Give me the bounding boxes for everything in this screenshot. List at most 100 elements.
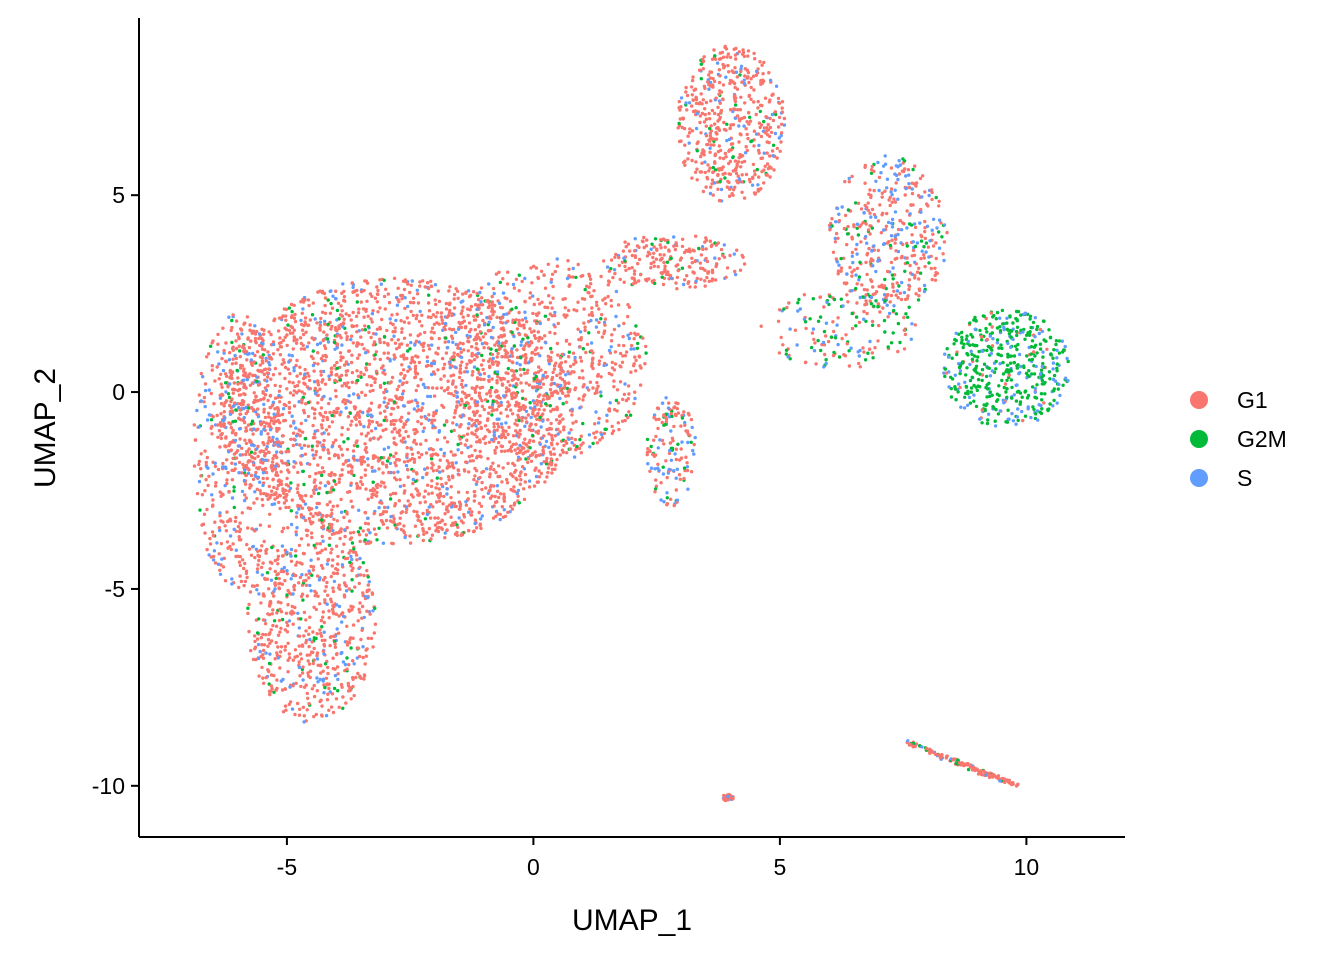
point-g1	[415, 401, 419, 405]
point-g1	[620, 360, 625, 364]
point-g1	[227, 443, 231, 448]
point-s	[515, 491, 519, 496]
point-g1	[520, 465, 525, 469]
point-g2m	[365, 362, 369, 366]
point-g1	[327, 708, 331, 712]
point-g1	[390, 430, 394, 434]
point-s	[361, 645, 365, 649]
point-g1	[301, 300, 306, 304]
point-g1	[405, 380, 409, 385]
point-g1	[684, 85, 688, 90]
point-g1	[350, 281, 354, 285]
point-s	[256, 656, 261, 661]
point-g1	[337, 444, 342, 449]
point-g1	[436, 529, 441, 534]
point-g1	[345, 667, 349, 671]
point-s	[421, 382, 426, 387]
point-g1	[490, 405, 494, 410]
point-g1	[192, 464, 197, 468]
point-g1	[359, 300, 363, 304]
point-g1	[514, 392, 518, 396]
point-g1	[269, 419, 274, 423]
point-g1	[309, 354, 314, 359]
point-g2m	[628, 413, 633, 417]
point-g1	[197, 462, 201, 467]
point-s	[475, 307, 479, 312]
point-g1	[414, 339, 419, 343]
point-g1	[567, 342, 572, 346]
point-g1	[516, 355, 520, 360]
point-g1	[337, 326, 341, 331]
point-g2m	[382, 381, 387, 385]
point-g1	[260, 359, 265, 363]
point-s	[261, 342, 265, 346]
point-g1	[292, 465, 296, 469]
point-g1	[603, 323, 607, 327]
point-g1	[231, 542, 235, 546]
point-g1	[419, 415, 423, 419]
point-g1	[247, 468, 251, 472]
point-g1	[358, 573, 363, 577]
point-g1	[517, 310, 521, 315]
point-g1	[247, 602, 251, 607]
point-g1	[612, 327, 617, 332]
point-g1	[443, 327, 447, 332]
point-g1	[344, 584, 348, 588]
point-g1	[482, 377, 486, 382]
point-g1	[221, 326, 225, 330]
point-s	[294, 434, 299, 438]
point-s	[571, 266, 575, 271]
point-g1	[364, 648, 368, 652]
point-g1	[285, 463, 289, 467]
point-g1	[253, 336, 258, 341]
point-g1	[626, 384, 631, 388]
point-g1	[261, 332, 266, 336]
point-g1	[610, 424, 614, 429]
point-g2m	[532, 377, 536, 381]
point-g1	[706, 271, 710, 275]
point-g1	[389, 422, 393, 427]
point-g2m	[413, 479, 418, 483]
point-g1	[490, 359, 495, 364]
point-g1	[268, 496, 272, 500]
point-g1	[241, 345, 245, 349]
point-g1	[350, 380, 354, 384]
point-g1	[514, 468, 518, 473]
point-g1	[492, 484, 496, 488]
point-s	[732, 252, 736, 256]
point-g1	[253, 353, 257, 358]
point-g1	[231, 345, 235, 349]
point-g1	[313, 407, 317, 412]
point-g1	[264, 470, 269, 475]
point-g1	[502, 499, 507, 503]
point-g1	[517, 401, 521, 406]
point-g1	[652, 278, 656, 283]
point-g1	[445, 505, 449, 509]
point-g1	[615, 409, 619, 413]
point-g1	[430, 326, 435, 330]
point-g1	[474, 342, 479, 346]
point-g1	[244, 452, 248, 457]
point-g1	[632, 249, 637, 253]
point-g1	[458, 403, 463, 407]
point-g1	[562, 443, 566, 448]
point-g1	[278, 441, 283, 446]
point-g1	[279, 341, 283, 345]
point-g1	[338, 351, 343, 355]
point-g1	[470, 510, 474, 514]
point-s	[377, 506, 381, 510]
point-g1	[488, 485, 493, 489]
point-s	[256, 475, 260, 480]
point-g2m	[604, 427, 608, 431]
point-g1	[323, 358, 327, 363]
point-g2m	[456, 442, 460, 447]
point-g1	[570, 436, 574, 440]
point-g1	[375, 285, 379, 289]
point-g1	[408, 541, 413, 545]
point-g1	[594, 389, 599, 393]
point-g1	[414, 471, 419, 475]
point-g1	[276, 548, 280, 553]
point-g1	[364, 487, 368, 491]
point-s	[343, 528, 347, 532]
point-g1	[418, 280, 422, 284]
